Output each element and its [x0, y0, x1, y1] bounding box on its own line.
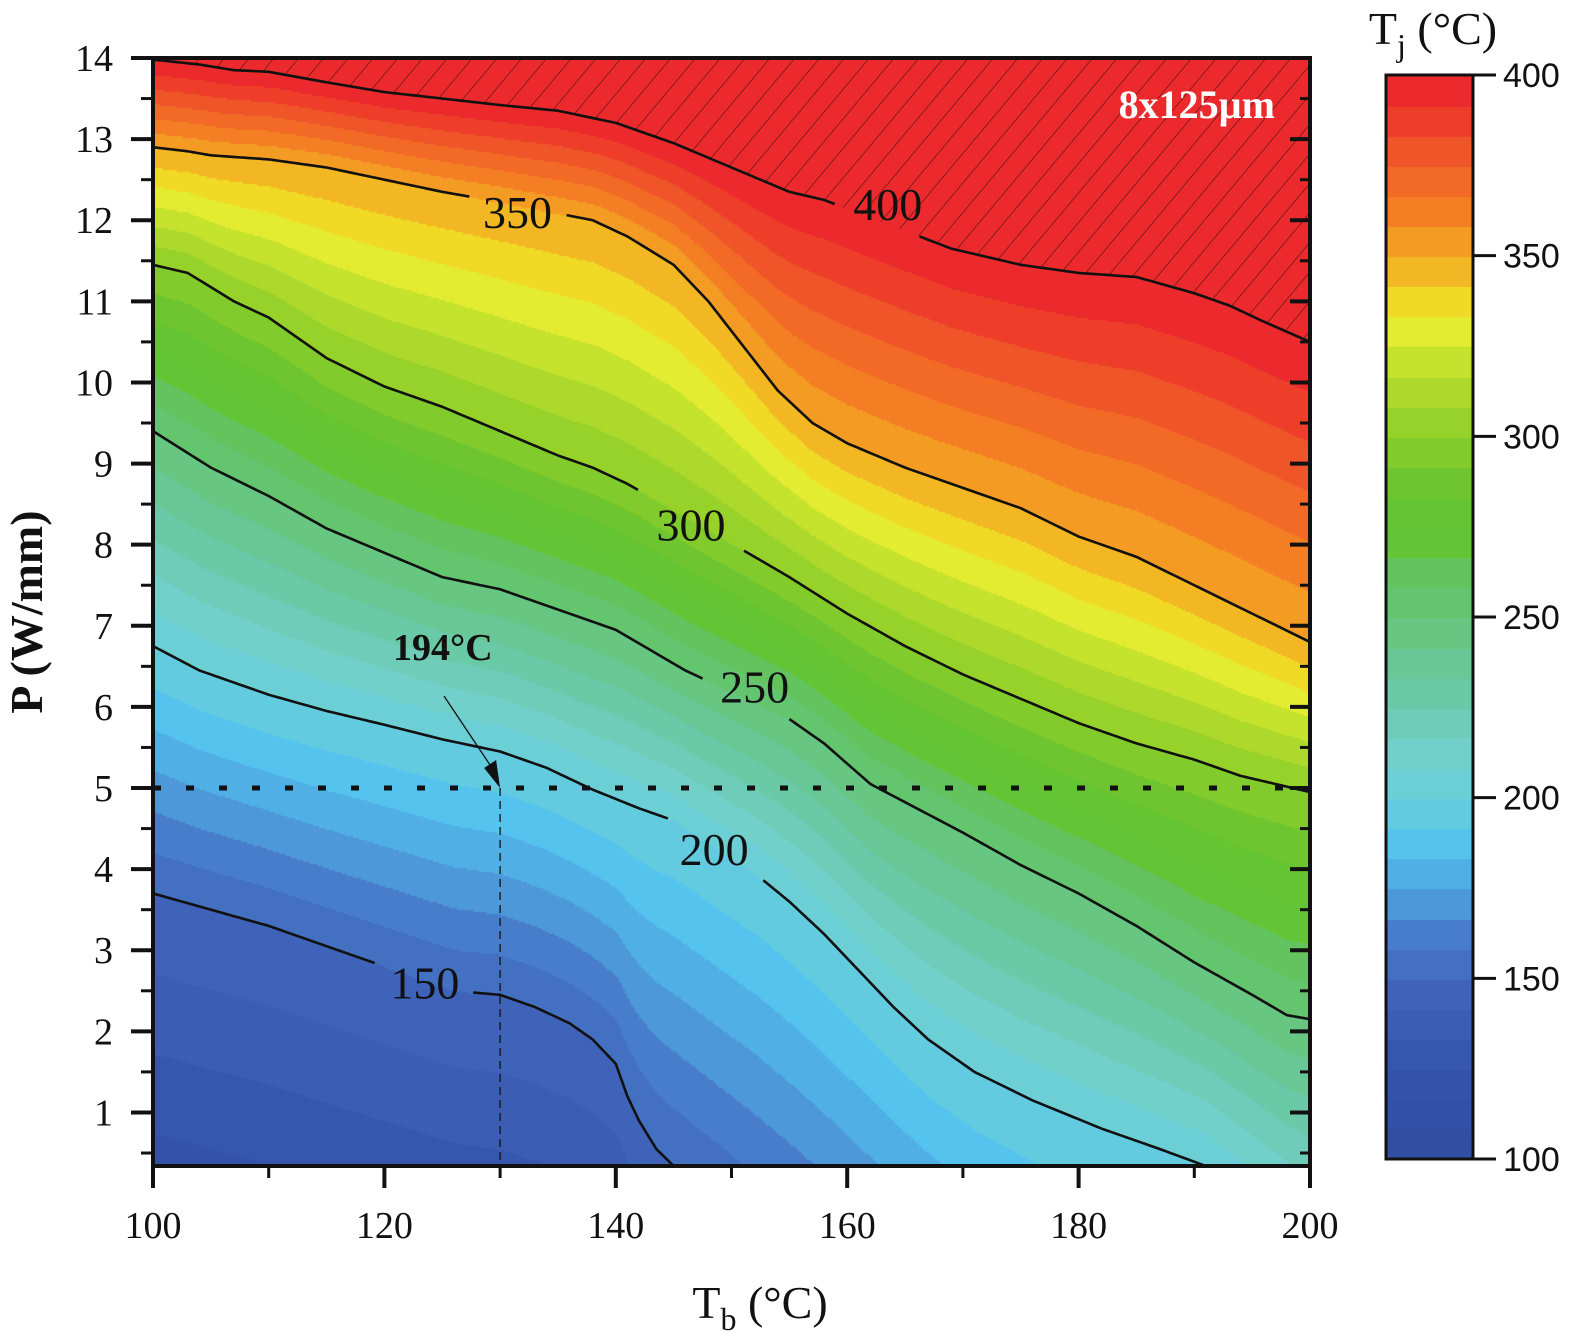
annotation-arrow-head	[484, 760, 501, 789]
colorbar-title: Tj (°C)	[1369, 3, 1497, 63]
x-tick-label: 160	[819, 1205, 876, 1247]
x-axis-title-main: T	[692, 1277, 720, 1328]
contour-line-300	[153, 263, 639, 492]
x-tick-label: 120	[356, 1205, 413, 1247]
contour-label-400: 400	[853, 179, 922, 230]
y-tick-label: 10	[75, 362, 113, 404]
y-tick-label: 12	[75, 200, 113, 242]
colorbar-title-unit: (°C)	[1406, 3, 1497, 54]
y-tick-label: 5	[94, 768, 113, 810]
contour-label-200: 200	[680, 824, 749, 875]
y-tick-label: 1	[94, 1092, 113, 1134]
y-tick-label: 8	[94, 525, 113, 567]
colorbar-ticks: 100 150 200 250 300 350 400	[1473, 57, 1560, 1179]
hatch-area	[153, 58, 1310, 342]
y-tick-label: 7	[94, 606, 113, 648]
contour-line-400	[153, 58, 836, 206]
y-axis-title: P (W/mm)	[1, 510, 52, 713]
y-tick-label: 6	[94, 687, 113, 729]
reference-lines	[153, 785, 1310, 1166]
x-axis-title: Tb (°C)	[692, 1277, 827, 1337]
x-axis-title-unit: (°C)	[736, 1277, 827, 1328]
y-tick-label: 9	[94, 444, 113, 486]
contour-line-150	[472, 991, 675, 1166]
x-tick-label: 180	[1050, 1205, 1107, 1247]
colorbar-tick-label: 300	[1503, 418, 1560, 456]
x-tick-label: 100	[125, 1205, 182, 1247]
contour-line-200	[153, 644, 669, 820]
contour-line-200	[762, 879, 1207, 1166]
colorbar-tick-label: 100	[1503, 1141, 1560, 1179]
colorbar-title-sub: j	[1396, 27, 1406, 63]
contour-line-250	[788, 718, 1310, 1021]
x-tick-label: 140	[587, 1205, 644, 1247]
contour-labels: 150 200 250 300 350 400	[390, 179, 922, 1009]
contour-line-300	[743, 549, 1310, 794]
x-tick-label: 200	[1282, 1205, 1339, 1247]
colorbar-frame	[1384, 73, 1475, 1161]
y-tick-label: 11	[76, 281, 113, 323]
contour-line-250	[153, 430, 704, 680]
colorbar-tick-label: 350	[1503, 238, 1560, 276]
colorbar-gradient	[1387, 75, 1472, 1159]
colorbar-tick-label: 150	[1503, 960, 1560, 998]
contour-line-400	[919, 235, 1310, 344]
annotation-arrow-shaft	[443, 695, 497, 775]
y-tick-label: 2	[94, 1011, 113, 1053]
y-tick-label: 3	[94, 930, 113, 972]
contour-label-300: 300	[657, 499, 726, 550]
x-axis-title-sub: b	[720, 1301, 736, 1337]
contour-line-350	[566, 213, 1310, 644]
colorbar-tick-label: 250	[1503, 599, 1560, 637]
hatched-region	[153, 58, 1310, 342]
contour-label-350: 350	[483, 187, 552, 238]
contour-label-250: 250	[720, 662, 789, 713]
y-tick-label: 4	[94, 849, 113, 891]
contour-line-150	[153, 892, 376, 965]
y-tick-label: 13	[75, 119, 113, 161]
contour-label-150: 150	[390, 958, 459, 1009]
annotation-text: 194°C	[393, 627, 493, 669]
contour-lines	[153, 58, 1310, 1166]
y-tick-label: 14	[75, 38, 113, 80]
colorbar-tick-label: 400	[1503, 57, 1560, 95]
inset-label: 8x125µm	[1119, 82, 1275, 127]
contour-line-350	[153, 145, 470, 198]
colorbar-tick-label: 200	[1503, 780, 1560, 818]
colorbar-title-main: T	[1369, 3, 1397, 54]
